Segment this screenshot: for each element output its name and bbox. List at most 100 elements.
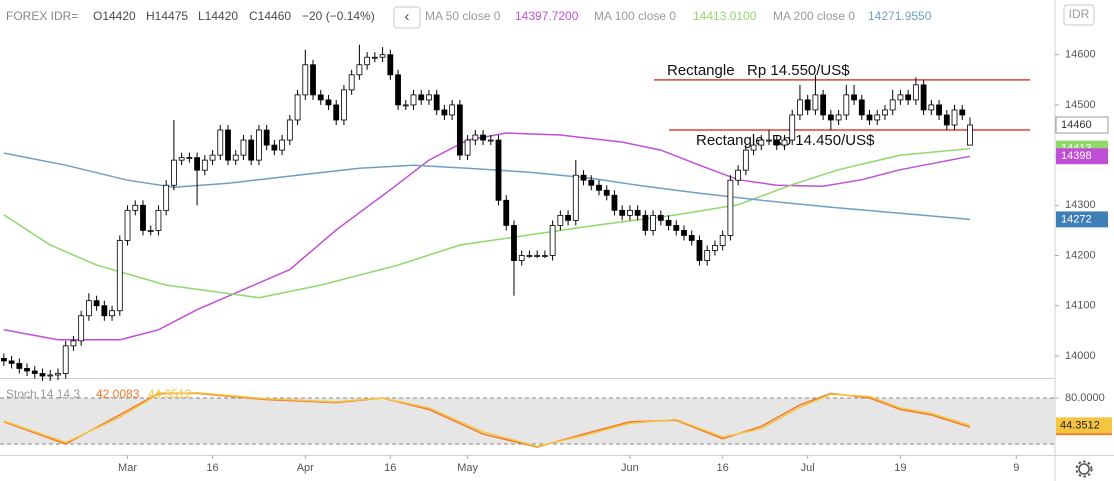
candle-body [209, 154, 216, 161]
x-tick-label: 9 [1013, 462, 1019, 474]
open: O14420 [93, 9, 136, 23]
stoch-legend-value: 42.0083 [96, 387, 140, 401]
candle-body [627, 209, 633, 216]
stoch-band [0, 398, 1055, 445]
collapse-button[interactable] [393, 6, 421, 29]
candle-body [665, 219, 672, 226]
candle-body [634, 209, 641, 216]
candle-body [936, 104, 942, 116]
candle-body [820, 94, 827, 116]
candle-body [565, 214, 571, 221]
candle-body [866, 114, 873, 121]
gear-ring [1078, 463, 1090, 475]
candle-body [611, 194, 618, 211]
indicator-line [3, 391, 971, 448]
candle-body [271, 144, 278, 151]
candle-body [124, 209, 131, 241]
candle-body [101, 305, 108, 317]
candle-body [480, 134, 486, 141]
candle-body [325, 99, 332, 106]
candle-body [688, 235, 695, 241]
candle-body [62, 345, 69, 374]
collapse-icon[interactable]: ‹ [405, 8, 410, 25]
candle-body [410, 94, 417, 106]
candle-body [263, 129, 270, 146]
candle-body [155, 209, 162, 231]
price-tag [1056, 211, 1108, 228]
candle-body [712, 245, 718, 251]
candle-body [835, 114, 842, 121]
candle-body [348, 74, 355, 91]
candle-body [333, 104, 340, 121]
settings-icon[interactable] [1075, 460, 1093, 478]
candle-body [356, 64, 363, 76]
candle-body [456, 104, 463, 156]
candle-body [928, 104, 935, 111]
candle-body [109, 310, 115, 317]
candle-body [534, 255, 541, 257]
candle-body [395, 74, 401, 106]
candle-body [116, 240, 123, 312]
ma-legend-value: 14271.9550 [868, 9, 932, 23]
candle-body [256, 129, 262, 161]
price-tag [1055, 116, 1109, 134]
candle-body [727, 179, 734, 236]
candle-body [758, 139, 765, 146]
rectangle-label: Rectangle Rp 14.550/US$ [667, 62, 850, 79]
candle-body [657, 214, 664, 221]
candle-body [858, 99, 865, 116]
candle-body [943, 114, 950, 126]
candle-body [681, 230, 687, 236]
candle-body [580, 174, 587, 181]
candle-body [163, 184, 170, 211]
indicator-line [3, 152, 971, 221]
candle-body [704, 250, 711, 261]
candle-body [302, 64, 309, 96]
currency-tag[interactable] [1063, 4, 1095, 26]
candle-body [449, 104, 456, 116]
low: L14420 [198, 9, 238, 23]
candle-body [851, 94, 857, 101]
x-tick-label: Jun [621, 462, 639, 474]
candle-body [433, 94, 440, 111]
candle-body [441, 109, 448, 116]
y-tick-label: 80.0000 [1065, 392, 1105, 404]
x-tick-label: Apr [297, 462, 314, 474]
candle-body [132, 204, 139, 211]
candle-body [472, 134, 479, 141]
candle-body [696, 240, 703, 261]
x-tick-label: 16 [384, 462, 396, 474]
candle-body [201, 159, 208, 171]
candle-body [518, 255, 525, 261]
x-tick-label: 16 [717, 462, 729, 474]
gear-teeth [1075, 460, 1093, 478]
candle-body [827, 114, 834, 121]
candle-body [47, 374, 54, 377]
candle-body [178, 157, 185, 161]
candle-body [487, 139, 494, 142]
candle-body [0, 358, 7, 362]
candle-body [781, 139, 788, 146]
candle-body [364, 56, 371, 66]
x-tick-label: May [457, 462, 478, 474]
candle-body [596, 184, 602, 191]
candle-body [959, 109, 966, 116]
candle-body [889, 99, 896, 111]
candle-body [642, 214, 649, 231]
candle-body [503, 199, 510, 226]
candle-body [341, 89, 347, 121]
candle-body [905, 94, 912, 101]
candle-body [541, 255, 548, 257]
candle-body [789, 114, 796, 141]
candle-body [240, 139, 247, 156]
candle-body [8, 360, 15, 364]
candle-body [603, 189, 610, 196]
candle-body [882, 109, 888, 116]
candle-body [147, 230, 154, 232]
price-tag-label: 14460 [1061, 119, 1092, 131]
y-tick-label: 14300 [1065, 199, 1096, 211]
candle-body [217, 129, 224, 156]
candle-body [70, 340, 77, 347]
y-tick-label: 14200 [1065, 249, 1096, 261]
currency-label[interactable]: IDR [1069, 7, 1090, 21]
